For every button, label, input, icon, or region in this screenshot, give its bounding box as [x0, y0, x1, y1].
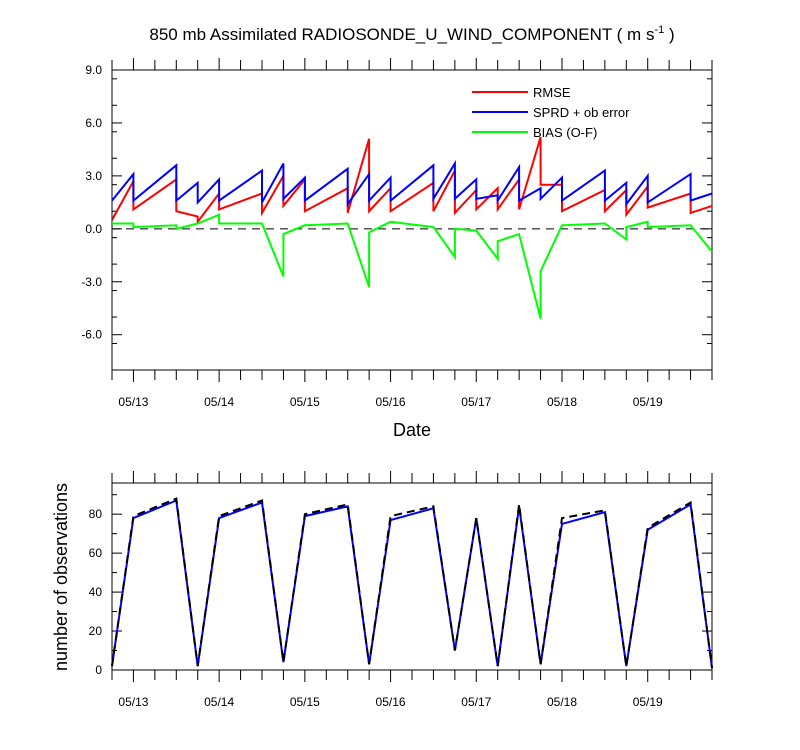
top-ytick-label: 3.0 [85, 169, 102, 183]
top-chart: 9.0 6.0 3.0 0.0 -3.0 -6.0 05/13 05/14 05/15 05/1… [81, 58, 713, 440]
bottom-xtick-label: 05/16 [376, 695, 406, 709]
bottom-ytick-label: 60 [89, 546, 103, 560]
top-ytick-label: 6.0 [85, 116, 102, 130]
chart-title: 850 mb Assimilated RADIOSONDE_U_WIND_COM… [149, 24, 674, 44]
series-obs-possible-line [111, 497, 713, 669]
top-xtick-label: 05/14 [204, 395, 234, 409]
legend-bias-label: BIAS (O-F) [533, 125, 597, 140]
bottom-xtick-label: 05/13 [118, 695, 148, 709]
bottom-xtick-label: 05/15 [290, 695, 320, 709]
chart-title-main: 850 mb Assimilated RADIOSONDE_U_WIND_COM… [149, 25, 654, 44]
chart-title-end: ) [664, 25, 674, 44]
bottom-xtick-label: 05/18 [547, 695, 577, 709]
series-bias-line [112, 213, 713, 320]
top-ytick-label: -6.0 [81, 328, 102, 342]
x-axis-title: Date [393, 420, 431, 440]
top-ytick-label: 0.0 [85, 222, 102, 236]
top-xtick-label: 05/17 [461, 395, 491, 409]
top-ytick-label: 9.0 [85, 63, 102, 77]
bottom-ytick-label: 0 [95, 663, 102, 677]
top-xtick-label: 05/13 [118, 395, 148, 409]
bottom-xtick-label: 05/17 [461, 695, 491, 709]
series-rmse-line [111, 136, 713, 225]
series-sprd-line [111, 159, 713, 208]
bottom-ytick-label: 20 [89, 624, 103, 638]
bottom-ytick-label: 40 [89, 585, 103, 599]
bottom-chart: 80 60 40 20 0 05/13 05/14 05/15 05/16 05/17 05/18… [51, 471, 713, 709]
chart-title-superscript: -1 [654, 24, 664, 36]
top-xtick-label: 05/15 [290, 395, 320, 409]
top-xtick-label: 05/19 [633, 395, 663, 409]
legend-rmse-label: RMSE [533, 85, 571, 100]
bottom-xtick-label: 05/19 [633, 695, 663, 709]
legend: RMSE SPRD + ob error BIAS (O-F) [472, 85, 630, 140]
bottom-xtick-label: 05/14 [204, 695, 234, 709]
bottom-ytick-label: 80 [89, 507, 103, 521]
y-axis-title-observations: number of observations [51, 483, 71, 671]
top-ytick-label: -3.0 [81, 275, 102, 289]
legend-sprd-label: SPRD + ob error [533, 105, 630, 120]
top-xtick-label: 05/18 [547, 395, 577, 409]
top-xtick-label: 05/16 [376, 395, 406, 409]
